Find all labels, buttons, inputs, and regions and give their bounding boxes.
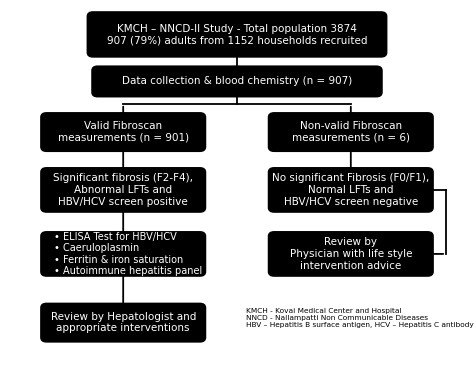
FancyBboxPatch shape [41,232,205,276]
Text: Review by Hepatologist and
appropriate interventions: Review by Hepatologist and appropriate i… [51,312,196,334]
FancyBboxPatch shape [41,113,205,151]
FancyBboxPatch shape [92,66,382,97]
Text: Non-valid Fibroscan
measurements (n = 6): Non-valid Fibroscan measurements (n = 6) [292,121,410,143]
FancyBboxPatch shape [269,168,433,212]
FancyBboxPatch shape [41,168,205,212]
Text: Significant fibrosis (F2-F4),
Abnormal LFTs and
HBV/HCV screen positive: Significant fibrosis (F2-F4), Abnormal L… [53,173,193,207]
Text: No significant Fibrosis (F0/F1),
Normal LFTs and
HBV/HCV screen negative: No significant Fibrosis (F0/F1), Normal … [272,173,429,207]
Text: KMCH - Kovai Medical Center and Hospital
NNCD - Nallampatti Non Communicable Dis: KMCH - Kovai Medical Center and Hospital… [246,308,474,328]
FancyBboxPatch shape [269,113,433,151]
FancyBboxPatch shape [87,12,387,57]
FancyBboxPatch shape [41,303,205,342]
Text: Valid Fibroscan
measurements (n = 901): Valid Fibroscan measurements (n = 901) [58,121,189,143]
Text: Review by
Physician with life style
intervention advice: Review by Physician with life style inte… [290,237,412,270]
Text: KMCH – NNCD-II Study - Total population 3874
907 (79%) adults from 1152 househol: KMCH – NNCD-II Study - Total population … [107,24,367,45]
FancyBboxPatch shape [269,232,433,276]
Text: • ELISA Test for HBV/HCV
• Caeruloplasmin
• Ferritin & iron saturation
• Autoimm: • ELISA Test for HBV/HCV • Caeruloplasmi… [54,231,202,276]
Text: Data collection & blood chemistry (n = 907): Data collection & blood chemistry (n = 9… [122,76,352,86]
